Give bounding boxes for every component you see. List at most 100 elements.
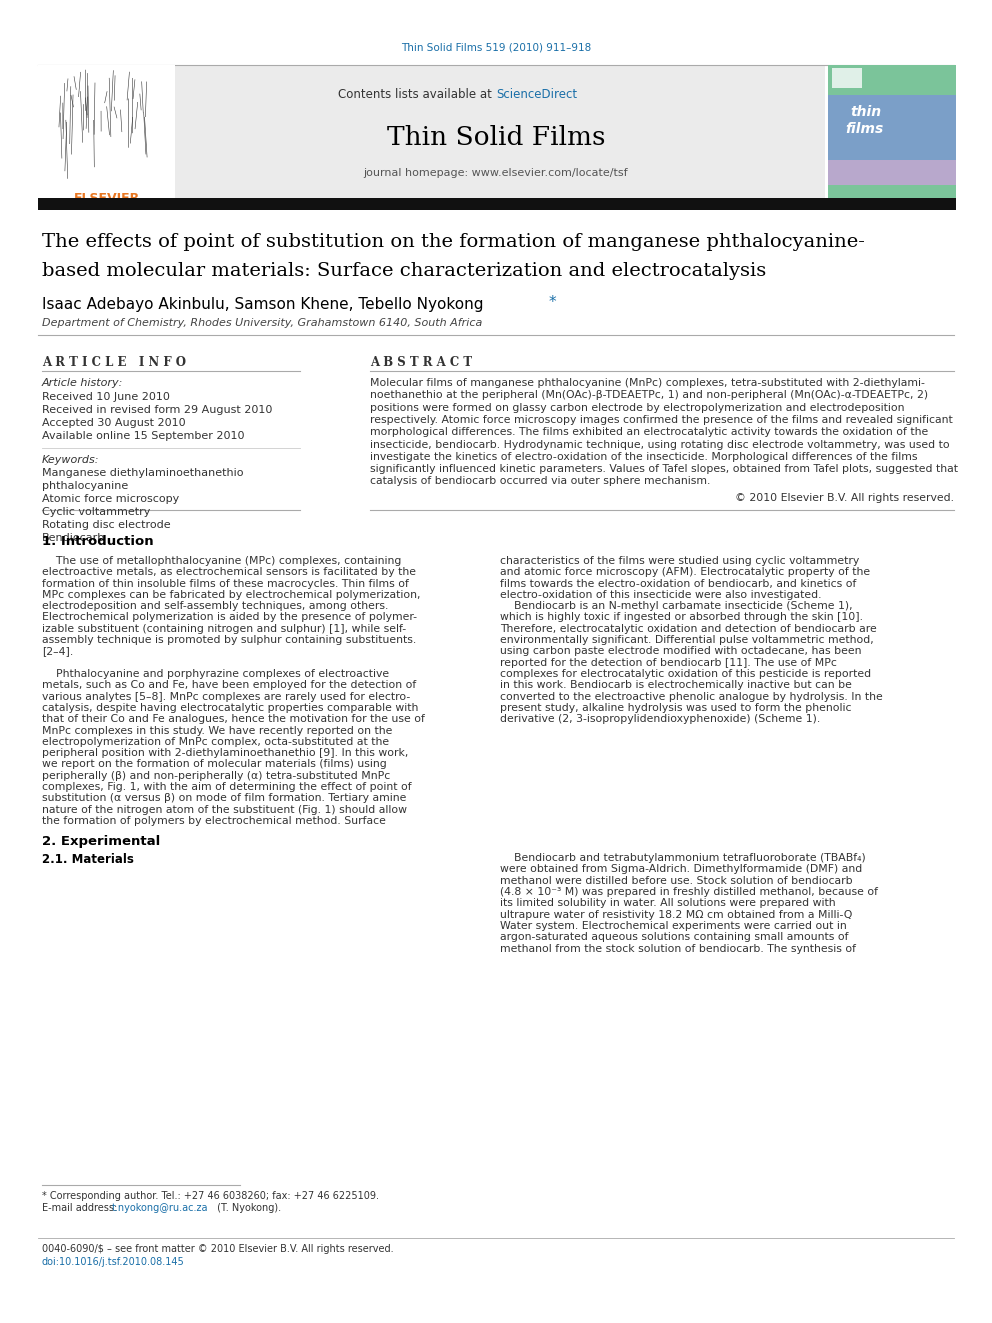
Text: [2–4].: [2–4]. bbox=[42, 647, 73, 656]
Text: respectively. Atomic force microscopy images confirmed the presence of the films: respectively. Atomic force microscopy im… bbox=[370, 415, 952, 425]
Bar bbox=[38, 65, 175, 200]
Text: catalysis, despite having electrocatalytic properties comparable with: catalysis, despite having electrocatalyt… bbox=[42, 703, 419, 713]
Text: Bendiocarb: Bendiocarb bbox=[42, 533, 105, 542]
Text: electroactive metals, as electrochemical sensors is facilitated by the: electroactive metals, as electrochemical… bbox=[42, 568, 416, 577]
Text: peripheral position with 2-diethylaminoethanethio [9]. In this work,: peripheral position with 2-diethylaminoe… bbox=[42, 747, 409, 758]
Text: insecticide, bendiocarb. Hydrodynamic technique, using rotating disc electrode v: insecticide, bendiocarb. Hydrodynamic te… bbox=[370, 439, 949, 450]
Text: substitution (α versus β) on mode of film formation. Tertiary amine: substitution (α versus β) on mode of fil… bbox=[42, 794, 407, 803]
Text: environmentally significant. Differential pulse voltammetric method,: environmentally significant. Differentia… bbox=[500, 635, 874, 646]
Bar bbox=[828, 95, 956, 160]
Text: argon-saturated aqueous solutions containing small amounts of: argon-saturated aqueous solutions contai… bbox=[500, 933, 848, 942]
Text: films: films bbox=[845, 122, 883, 136]
Text: in this work. Bendiocarb is electrochemically inactive but can be: in this work. Bendiocarb is electrochemi… bbox=[500, 680, 852, 691]
Text: Keywords:: Keywords: bbox=[42, 455, 99, 464]
Text: 1. Introduction: 1. Introduction bbox=[42, 534, 154, 548]
Text: Available online 15 September 2010: Available online 15 September 2010 bbox=[42, 431, 244, 441]
Text: catalysis of bendiocarb occurred via outer sphere mechanism.: catalysis of bendiocarb occurred via out… bbox=[370, 476, 710, 487]
Text: Article history:: Article history: bbox=[42, 378, 123, 388]
Text: Cyclic voltammetry: Cyclic voltammetry bbox=[42, 507, 151, 517]
Text: which is highly toxic if ingested or absorbed through the skin [10].: which is highly toxic if ingested or abs… bbox=[500, 613, 863, 623]
Text: Contents lists available at: Contents lists available at bbox=[338, 89, 496, 101]
Text: A B S T R A C T: A B S T R A C T bbox=[370, 356, 472, 369]
Text: complexes for electrocatalytic oxidation of this pesticide is reported: complexes for electrocatalytic oxidation… bbox=[500, 669, 871, 679]
Text: electrodeposition and self-assembly techniques, among others.: electrodeposition and self-assembly tech… bbox=[42, 601, 389, 611]
Text: 0040-6090/$ – see front matter © 2010 Elsevier B.V. All rights reserved.: 0040-6090/$ – see front matter © 2010 El… bbox=[42, 1244, 394, 1254]
Bar bbox=[828, 160, 956, 185]
Text: Thin Solid Films: Thin Solid Films bbox=[387, 124, 605, 149]
Text: nature of the nitrogen atom of the substituent (Fig. 1) should allow: nature of the nitrogen atom of the subst… bbox=[42, 804, 407, 815]
Text: using carbon paste electrode modified with octadecane, has been: using carbon paste electrode modified wi… bbox=[500, 647, 861, 656]
Text: Received in revised form 29 August 2010: Received in revised form 29 August 2010 bbox=[42, 405, 273, 415]
Bar bbox=[828, 65, 956, 95]
Text: Accepted 30 August 2010: Accepted 30 August 2010 bbox=[42, 418, 186, 429]
Text: positions were formed on glassy carbon electrode by electropolymerization and el: positions were formed on glassy carbon e… bbox=[370, 402, 905, 413]
Text: present study, alkaline hydrolysis was used to form the phenolic: present study, alkaline hydrolysis was u… bbox=[500, 703, 851, 713]
Text: electro-oxidation of this insecticide were also investigated.: electro-oxidation of this insecticide we… bbox=[500, 590, 821, 599]
Text: Bendiocarb is an N-methyl carbamate insecticide (Scheme 1),: Bendiocarb is an N-methyl carbamate inse… bbox=[500, 601, 853, 611]
Text: Molecular films of manganese phthalocyanine (MnPc) complexes, tetra-substituted : Molecular films of manganese phthalocyan… bbox=[370, 378, 925, 388]
Text: © 2010 Elsevier B.V. All rights reserved.: © 2010 Elsevier B.V. All rights reserved… bbox=[735, 493, 954, 503]
Text: Water system. Electrochemical experiments were carried out in: Water system. Electrochemical experiment… bbox=[500, 921, 847, 931]
Text: noethanethio at the peripheral (Mn(OAc)-β-TDEAETPc, 1) and non-peripheral (Mn(OA: noethanethio at the peripheral (Mn(OAc)-… bbox=[370, 390, 929, 401]
Text: ultrapure water of resistivity 18.2 MΩ cm obtained from a Milli-Q: ultrapure water of resistivity 18.2 MΩ c… bbox=[500, 910, 852, 919]
Text: we report on the formation of molecular materials (films) using: we report on the formation of molecular … bbox=[42, 759, 387, 770]
Text: Phthalocyanine and porphyrazine complexes of electroactive: Phthalocyanine and porphyrazine complexe… bbox=[42, 669, 389, 679]
Text: Rotating disc electrode: Rotating disc electrode bbox=[42, 520, 171, 531]
Text: derivative (2, 3-isopropylidendioxyphenoxide) (Scheme 1).: derivative (2, 3-isopropylidendioxypheno… bbox=[500, 714, 820, 724]
Text: The use of metallophthalocyanine (MPc) complexes, containing: The use of metallophthalocyanine (MPc) c… bbox=[42, 556, 402, 566]
Text: The effects of point of substitution on the formation of manganese phthalocyanin: The effects of point of substitution on … bbox=[42, 233, 865, 251]
Text: converted to the electroactive phenolic analogue by hydrolysis. In the: converted to the electroactive phenolic … bbox=[500, 692, 883, 701]
Text: Received 10 June 2010: Received 10 June 2010 bbox=[42, 392, 170, 402]
Bar bbox=[38, 198, 956, 210]
Text: ScienceDirect: ScienceDirect bbox=[496, 89, 577, 101]
Text: (4.8 × 10⁻³ M) was prepared in freshly distilled methanol, because of: (4.8 × 10⁻³ M) was prepared in freshly d… bbox=[500, 888, 878, 897]
Text: electropolymerization of MnPc complex, octa-substituted at the: electropolymerization of MnPc complex, o… bbox=[42, 737, 389, 746]
Text: MPc complexes can be fabricated by electrochemical polymerization,: MPc complexes can be fabricated by elect… bbox=[42, 590, 421, 599]
Text: metals, such as Co and Fe, have been employed for the detection of: metals, such as Co and Fe, have been emp… bbox=[42, 680, 417, 691]
Text: based molecular materials: Surface characterization and electrocatalysis: based molecular materials: Surface chara… bbox=[42, 262, 766, 280]
Text: morphological differences. The films exhibited an electrocatalytic activity towa: morphological differences. The films exh… bbox=[370, 427, 929, 437]
Bar bbox=[828, 185, 956, 200]
Text: peripherally (β) and non-peripherally (α) tetra-substituted MnPc: peripherally (β) and non-peripherally (α… bbox=[42, 771, 390, 781]
Text: (T. Nyokong).: (T. Nyokong). bbox=[214, 1203, 281, 1213]
Text: E-mail address:: E-mail address: bbox=[42, 1203, 120, 1213]
Text: complexes, Fig. 1, with the aim of determining the effect of point of: complexes, Fig. 1, with the aim of deter… bbox=[42, 782, 412, 792]
Text: methanol from the stock solution of bendiocarb. The synthesis of: methanol from the stock solution of bend… bbox=[500, 943, 856, 954]
Text: Isaac Adebayo Akinbulu, Samson Khene, Tebello Nyokong: Isaac Adebayo Akinbulu, Samson Khene, Te… bbox=[42, 296, 488, 312]
Text: Thin Solid Films 519 (2010) 911–918: Thin Solid Films 519 (2010) 911–918 bbox=[401, 42, 591, 52]
Text: *: * bbox=[549, 295, 557, 310]
Text: reported for the detection of bendiocarb [11]. The use of MPc: reported for the detection of bendiocarb… bbox=[500, 658, 837, 668]
Text: methanol were distilled before use. Stock solution of bendiocarb: methanol were distilled before use. Stoc… bbox=[500, 876, 853, 886]
Text: films towards the electro-oxidation of bendiocarb, and kinetics of: films towards the electro-oxidation of b… bbox=[500, 578, 856, 589]
Text: various analytes [5–8]. MnPc complexes are rarely used for electro-: various analytes [5–8]. MnPc complexes a… bbox=[42, 692, 411, 701]
Text: Department of Chemistry, Rhodes University, Grahamstown 6140, South Africa: Department of Chemistry, Rhodes Universi… bbox=[42, 318, 482, 328]
Text: MnPc complexes in this study. We have recently reported on the: MnPc complexes in this study. We have re… bbox=[42, 725, 393, 736]
Text: Therefore, electrocatalytic oxidation and detection of bendiocarb are: Therefore, electrocatalytic oxidation an… bbox=[500, 624, 877, 634]
Text: formation of thin insoluble films of these macrocycles. Thin films of: formation of thin insoluble films of the… bbox=[42, 578, 409, 589]
Text: doi:10.1016/j.tsf.2010.08.145: doi:10.1016/j.tsf.2010.08.145 bbox=[42, 1257, 185, 1267]
Text: 2.1. Materials: 2.1. Materials bbox=[42, 853, 134, 867]
Text: phthalocyanine: phthalocyanine bbox=[42, 482, 128, 491]
Text: Manganese diethylaminoethanethio: Manganese diethylaminoethanethio bbox=[42, 468, 243, 478]
Text: and atomic force microscopy (AFM). Electrocatalytic property of the: and atomic force microscopy (AFM). Elect… bbox=[500, 568, 870, 577]
Text: investigate the kinetics of electro-oxidation of the insecticide. Morphological : investigate the kinetics of electro-oxid… bbox=[370, 451, 918, 462]
Bar bbox=[832, 67, 862, 89]
Text: assembly technique is promoted by sulphur containing substituents.: assembly technique is promoted by sulphu… bbox=[42, 635, 417, 646]
Bar bbox=[175, 65, 825, 200]
Text: were obtained from Sigma-Aldrich. Dimethylformamide (DMF) and: were obtained from Sigma-Aldrich. Dimeth… bbox=[500, 864, 862, 875]
Text: characteristics of the films were studied using cyclic voltammetry: characteristics of the films were studie… bbox=[500, 556, 859, 566]
Text: thin: thin bbox=[850, 105, 881, 119]
Text: the formation of polymers by electrochemical method. Surface: the formation of polymers by electrochem… bbox=[42, 816, 386, 826]
Text: Atomic force microscopy: Atomic force microscopy bbox=[42, 493, 180, 504]
Text: A R T I C L E   I N F O: A R T I C L E I N F O bbox=[42, 356, 186, 369]
Text: ELSEVIER: ELSEVIER bbox=[73, 192, 140, 205]
Text: significantly influenced kinetic parameters. Values of Tafel slopes, obtained fr: significantly influenced kinetic paramet… bbox=[370, 464, 958, 474]
Text: its limited solubility in water. All solutions were prepared with: its limited solubility in water. All sol… bbox=[500, 898, 835, 909]
Text: t.nyokong@ru.ac.za: t.nyokong@ru.ac.za bbox=[112, 1203, 208, 1213]
Text: 2. Experimental: 2. Experimental bbox=[42, 835, 161, 848]
Text: izable substituent (containing nitrogen and sulphur) [1], while self-: izable substituent (containing nitrogen … bbox=[42, 624, 406, 634]
Text: Electrochemical polymerization is aided by the presence of polymer-: Electrochemical polymerization is aided … bbox=[42, 613, 417, 623]
Text: * Corresponding author. Tel.: +27 46 6038260; fax: +27 46 6225109.: * Corresponding author. Tel.: +27 46 603… bbox=[42, 1191, 379, 1201]
Text: journal homepage: www.elsevier.com/locate/tsf: journal homepage: www.elsevier.com/locat… bbox=[364, 168, 628, 179]
Text: that of their Co and Fe analogues, hence the motivation for the use of: that of their Co and Fe analogues, hence… bbox=[42, 714, 425, 724]
